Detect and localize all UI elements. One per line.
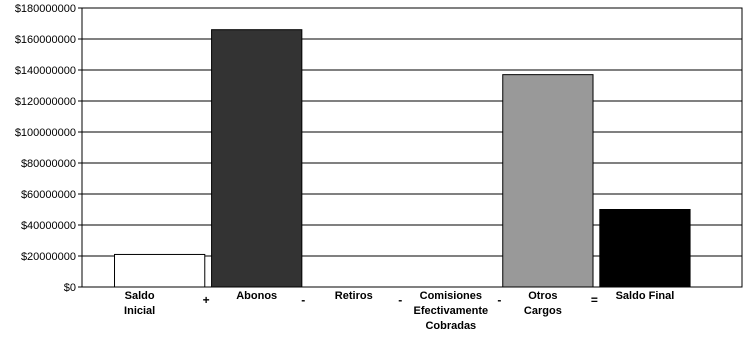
category-label-line: Saldo Final: [616, 290, 675, 302]
category-label-line: Saldo: [125, 290, 155, 302]
category-label-line: Cargos: [524, 305, 562, 317]
operator-label: =: [591, 293, 598, 307]
y-tick-labels: $0 $20000000 $40000000 $60000000 $80000000 $1…: [15, 3, 76, 294]
y-tick-label: $160000000: [15, 34, 76, 46]
y-tick-label: $140000000: [15, 65, 76, 77]
category-label: Saldo Final: [616, 290, 675, 302]
y-tick-label: $100000000: [15, 127, 76, 139]
y-tick-label: $180000000: [15, 3, 76, 15]
category-label-line: Cobradas: [425, 320, 476, 332]
bar: [114, 253, 206, 288]
operator-labels: + - - - =: [203, 293, 598, 307]
y-tick-label: $120000000: [15, 96, 76, 108]
bars: [114, 29, 691, 288]
category-label-line: Inicial: [124, 305, 155, 317]
plot-frame: [81, 7, 743, 288]
operator-label: -: [497, 293, 501, 307]
category-labels: Saldo Inicial Abonos Retiros Comisiones Efect…: [124, 290, 674, 332]
category-label: Otros Cargos: [524, 290, 562, 317]
operator-label: -: [301, 293, 305, 307]
category-label: Comisiones Efectivamente Cobradas: [414, 290, 489, 332]
operator-label: -: [398, 293, 402, 307]
y-tick-label: $60000000: [21, 189, 76, 201]
category-label-line: Efectivamente: [414, 305, 489, 317]
bar: [211, 29, 303, 288]
y-tick-label: $0: [64, 282, 76, 294]
category-label: Retiros: [335, 290, 373, 302]
category-label-line: Otros: [528, 290, 557, 302]
operator-label: +: [203, 293, 210, 307]
category-label-line: Comisiones: [420, 290, 482, 302]
y-tick-label: $40000000: [21, 220, 76, 232]
y-tick-label: $20000000: [21, 251, 76, 263]
y-tick-label: $80000000: [21, 158, 76, 170]
category-label: Abonos: [236, 290, 277, 302]
bar: [599, 209, 691, 288]
category-label: Saldo Inicial: [124, 290, 155, 317]
category-label-line: Abonos: [236, 290, 277, 302]
axes: [81, 7, 743, 288]
category-label-line: Retiros: [335, 290, 373, 302]
bar: [502, 74, 594, 288]
